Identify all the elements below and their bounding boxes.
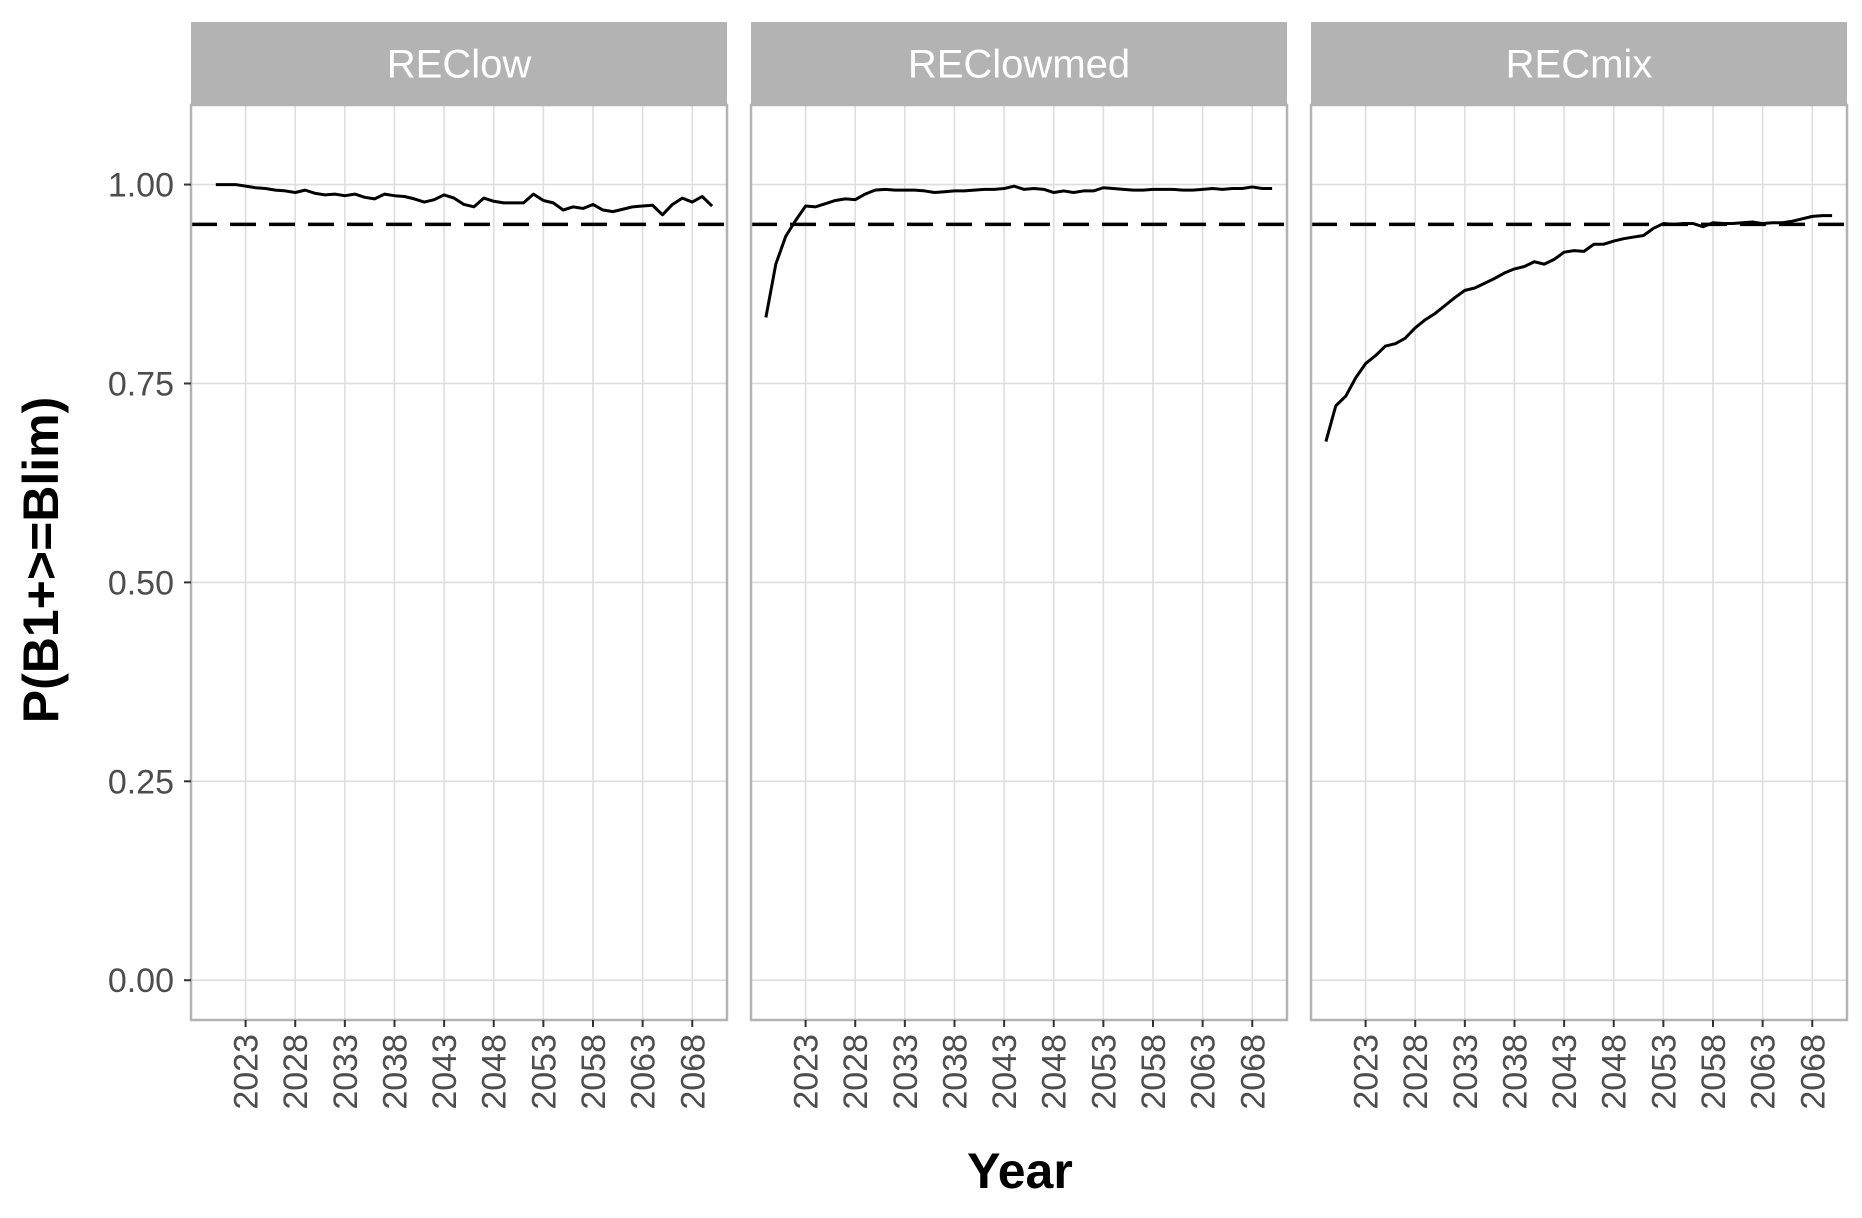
facet-panel-reclow: REClow 2023 2028 2033 2038 2043 2048 2053 2058 20… bbox=[189, 22, 729, 1110]
x-tick-label: 2028 bbox=[277, 1034, 315, 1110]
x-tick-label: 2058 bbox=[1695, 1034, 1733, 1110]
x-tick-label: 2058 bbox=[575, 1034, 613, 1110]
x-tick-label: 2028 bbox=[1397, 1034, 1435, 1110]
x-tick-label: 2043 bbox=[986, 1034, 1024, 1110]
series-line bbox=[215, 183, 714, 217]
x-tick-label: 2063 bbox=[1185, 1034, 1223, 1110]
x-tick-label: 2028 bbox=[837, 1034, 875, 1110]
plot-background bbox=[751, 105, 1287, 1020]
x-tick-label: 2033 bbox=[887, 1034, 925, 1110]
facet-panels: REClow 2023 2028 2033 2038 2043 2048 2053 2058 20… bbox=[189, 22, 1849, 1110]
y-axis: 0.00 0.25 0.50 0.75 1.00 bbox=[108, 167, 191, 1000]
x-tick-label: 2068 bbox=[1234, 1034, 1272, 1110]
x-tick-label: 2053 bbox=[1645, 1034, 1683, 1110]
y-tick-label: 0.50 bbox=[108, 564, 174, 602]
x-tick-label: 2063 bbox=[625, 1034, 663, 1110]
facet-panel-reclowmed: REClowmed 2023 2028 2033 2038 2043 2048 2053 205… bbox=[749, 22, 1289, 1110]
y-axis-title: P(B1+>=Blim) bbox=[13, 397, 69, 724]
x-tick-label: 2033 bbox=[1447, 1034, 1485, 1110]
x-tick-label: 2043 bbox=[426, 1034, 464, 1110]
plot-background bbox=[1311, 105, 1847, 1020]
series-line bbox=[1324, 214, 1833, 442]
y-tick-label: 0.00 bbox=[108, 962, 174, 1000]
x-tick-label: 2043 bbox=[1546, 1034, 1584, 1110]
x-tick-label: 2068 bbox=[1794, 1034, 1832, 1110]
x-tick-label: 2048 bbox=[1596, 1034, 1634, 1110]
x-tick-label: 2033 bbox=[327, 1034, 365, 1110]
x-tick-label: 2053 bbox=[525, 1034, 563, 1110]
x-tick-label: 2038 bbox=[936, 1034, 974, 1110]
plot-background bbox=[191, 105, 727, 1020]
x-tick-label: 2023 bbox=[1348, 1034, 1386, 1110]
series-line bbox=[764, 184, 1273, 318]
facet-strip bbox=[1311, 22, 1847, 105]
x-axis-title: Year bbox=[967, 1143, 1073, 1199]
y-tick-label: 1.00 bbox=[108, 167, 174, 205]
panel-border bbox=[749, 103, 1289, 1022]
x-tick-label: 2063 bbox=[1745, 1034, 1783, 1110]
facet-strip-label: REClowmed bbox=[908, 43, 1130, 87]
x-tick-label: 2023 bbox=[788, 1034, 826, 1110]
x-tick-label: 2058 bbox=[1135, 1034, 1173, 1110]
y-tick-label: 0.75 bbox=[108, 365, 174, 403]
x-tick-label: 2038 bbox=[1496, 1034, 1534, 1110]
x-tick-label: 2053 bbox=[1085, 1034, 1123, 1110]
x-tick-label: 2068 bbox=[674, 1034, 712, 1110]
facet-panel-recmix: RECmix 2023 2028 2033 2038 2043 2048 2053 2058 20… bbox=[1309, 22, 1849, 1110]
x-tick-label: 2038 bbox=[376, 1034, 414, 1110]
x-tick-label: 2048 bbox=[476, 1034, 514, 1110]
x-tick-label: 2048 bbox=[1036, 1034, 1074, 1110]
y-tick-label: 0.25 bbox=[108, 763, 174, 801]
x-tick-label: 2023 bbox=[228, 1034, 266, 1110]
panel-border bbox=[1309, 103, 1849, 1022]
facet-strip-label: REClow bbox=[387, 43, 532, 87]
facet-strip bbox=[191, 22, 727, 105]
facet-strip bbox=[751, 22, 1287, 105]
facet-strip-label: RECmix bbox=[1506, 43, 1653, 87]
panel-border bbox=[189, 103, 729, 1022]
